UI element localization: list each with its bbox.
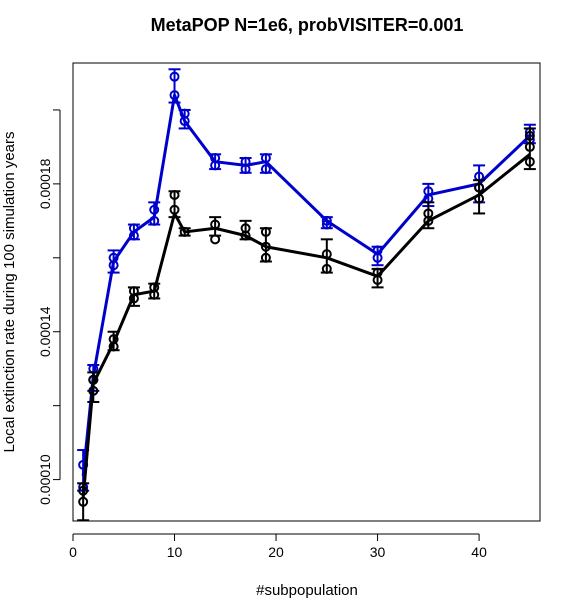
- x-tick-label: 20: [268, 544, 284, 560]
- data-point: [179, 226, 190, 237]
- y-tick-label: 0.00018: [37, 158, 53, 209]
- data-point: [88, 385, 99, 396]
- data-point: [240, 156, 251, 167]
- data-point: [78, 496, 89, 507]
- chart-title: MetaPOP N=1e6, probVISITER=0.001: [151, 15, 464, 35]
- data-point: [423, 208, 434, 219]
- data-point: [260, 241, 271, 252]
- series-1: [77, 68, 536, 492]
- x-axis-label: #subpopulation: [256, 582, 358, 599]
- data-point: [260, 153, 271, 164]
- data-point: [210, 234, 221, 245]
- data-point: [423, 186, 434, 197]
- data-point: [149, 204, 160, 215]
- y-tick-label: 0.00014: [37, 306, 53, 357]
- data-point: [169, 90, 180, 101]
- data-point: [474, 182, 485, 193]
- data-point: [524, 156, 535, 167]
- data-point: [108, 252, 119, 263]
- data-point: [260, 252, 271, 263]
- x-tick-label: 10: [167, 544, 183, 560]
- data-point: [78, 485, 89, 496]
- data-point: [474, 193, 485, 204]
- data-point: [169, 204, 180, 215]
- data-point: [169, 71, 180, 82]
- data-point: [524, 141, 535, 152]
- data-point: [88, 374, 99, 385]
- series-2: [77, 127, 536, 522]
- data-point: [169, 189, 180, 200]
- data-point: [321, 215, 332, 226]
- data-point: [179, 108, 190, 119]
- y-axis-label: Local extinction rate during 100 simulat…: [1, 131, 18, 452]
- data-point: [372, 267, 383, 278]
- data-point: [128, 286, 139, 297]
- plot-frame: [72, 62, 541, 522]
- data-point: [210, 219, 221, 230]
- data-point: [240, 223, 251, 234]
- data-point: [108, 334, 119, 345]
- data-point: [128, 223, 139, 234]
- y-tick-label: 0.00010: [37, 454, 53, 505]
- x-tick-label: 40: [471, 544, 487, 560]
- data-point: [210, 153, 221, 164]
- series-line: [81, 153, 531, 499]
- data-point: [321, 263, 332, 274]
- y-axis: 0.00010 0.00014 0.00018: [37, 109, 61, 505]
- data-point: [321, 219, 332, 230]
- series-layer: [77, 68, 536, 522]
- data-point: [524, 130, 535, 141]
- x-axis: 0 10 20 30 40: [69, 533, 487, 560]
- x-tick-label: 30: [370, 544, 386, 560]
- data-point: [260, 164, 271, 175]
- x-tick-label: 0: [69, 544, 77, 560]
- data-point: [321, 249, 332, 260]
- data-point: [260, 226, 271, 237]
- data-point: [149, 282, 160, 293]
- data-point: [149, 215, 160, 226]
- data-point: [372, 245, 383, 256]
